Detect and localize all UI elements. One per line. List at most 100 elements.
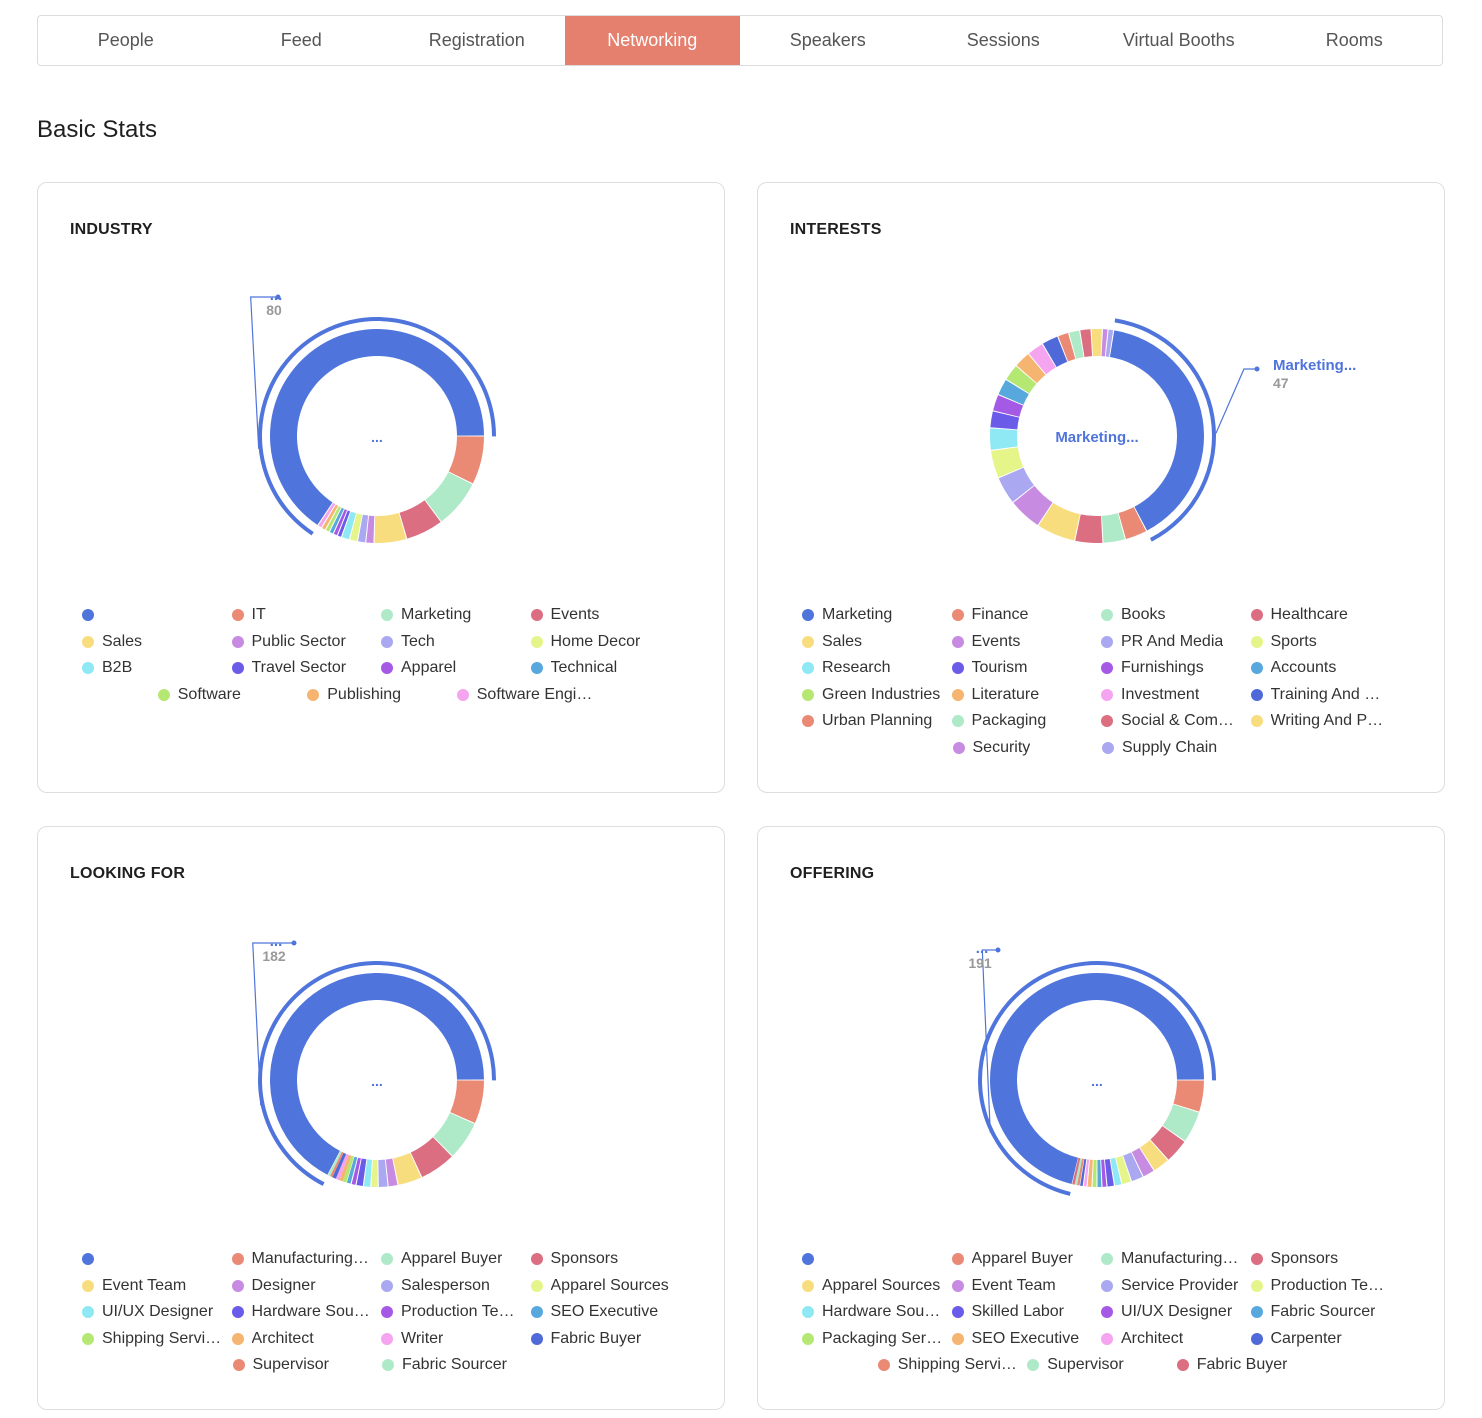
legend-item-fabric-sourcer[interactable]: Fabric Sourcer — [382, 1356, 532, 1374]
slice-ui-ux-designer[interactable] — [1101, 1159, 1107, 1187]
legend-item-sports[interactable]: Sports — [1250, 633, 1401, 651]
tab-feed[interactable]: Feed — [280, 30, 322, 50]
slice-production-te[interactable] — [1115, 1155, 1131, 1184]
legend-item-literature[interactable]: Literature — [951, 686, 1102, 704]
slice-marketing[interactable] — [1109, 330, 1204, 531]
legend-item-training-and[interactable]: Training And … — [1250, 686, 1401, 704]
slice-b2b[interactable] — [342, 511, 356, 540]
legend-item-unnamed[interactable] — [82, 609, 232, 622]
legend-item-apparel-buyer[interactable]: Apparel Buyer — [951, 1250, 1102, 1268]
legend-item-fabric-buyer[interactable]: Fabric Buyer — [1176, 1356, 1327, 1374]
slice-packaging[interactable] — [1069, 330, 1084, 359]
slice-carpenter[interactable] — [1080, 1158, 1087, 1187]
slice-supply-chain[interactable] — [1105, 329, 1114, 357]
slice-public-sector[interactable] — [366, 515, 375, 543]
slice-fabric-buyer[interactable] — [1072, 1157, 1081, 1185]
legend-item-technical[interactable]: Technical — [530, 659, 681, 677]
slice-accounts[interactable] — [998, 379, 1029, 405]
slice-supervisor[interactable] — [1074, 1158, 1083, 1186]
tab-speakers[interactable]: Speakers — [789, 30, 866, 50]
slice-event-team[interactable] — [393, 1152, 422, 1185]
slice-shipping-servi[interactable] — [342, 1155, 355, 1183]
legend-item-green-industries[interactable]: Green Industries — [802, 686, 952, 704]
tab-networking[interactable]: Networking — [564, 16, 740, 65]
legend-item-pr-and-media[interactable]: PR And Media — [1101, 633, 1251, 651]
legend-item-sponsors[interactable]: Sponsors — [530, 1250, 681, 1268]
legend-item-furnishings[interactable]: Furnishings — [1101, 659, 1251, 677]
slice-sales[interactable] — [374, 512, 407, 543]
slice-software[interactable] — [325, 506, 341, 532]
legend-item-accounts[interactable]: Accounts — [1250, 659, 1401, 677]
slice-shipping-servi[interactable] — [1077, 1158, 1084, 1186]
slice-urban-planning[interactable] — [1058, 332, 1076, 362]
legend-item-architect[interactable]: Architect — [231, 1330, 382, 1348]
legend-item-tourism[interactable]: Tourism — [951, 659, 1102, 677]
slice-manufacturing[interactable] — [1162, 1104, 1199, 1141]
legend-item-marketing[interactable]: Marketing — [802, 606, 952, 624]
legend-item-apparel-sources[interactable]: Apparel Sources — [802, 1277, 952, 1295]
legend-item-software[interactable]: Software — [157, 686, 308, 704]
legend-item-writer[interactable]: Writer — [381, 1330, 531, 1348]
legend-item-writing-and-p[interactable]: Writing And P… — [1250, 712, 1401, 730]
legend-item-it[interactable]: IT — [231, 606, 382, 624]
slice-software-engi[interactable] — [318, 502, 336, 528]
slice-hardware-sou[interactable] — [356, 1158, 367, 1187]
slice-fabric-sourcer[interactable] — [327, 1151, 342, 1177]
slice-sponsors[interactable] — [410, 1137, 452, 1178]
slice-tech[interactable] — [358, 514, 369, 543]
slice-fabric-sourcer[interactable] — [1097, 1159, 1102, 1187]
slice-hardware-sou[interactable] — [1110, 1157, 1122, 1186]
slice-it[interactable] — [448, 436, 484, 484]
legend-item-packaging[interactable]: Packaging — [951, 712, 1102, 730]
legend-item-skilled-labor[interactable]: Skilled Labor — [951, 1303, 1102, 1321]
legend-item-packaging-ser[interactable]: Packaging Ser… — [802, 1330, 952, 1348]
legend-item-apparel-sources[interactable]: Apparel Sources — [530, 1277, 681, 1295]
legend-item-seo-executive[interactable]: SEO Executive — [951, 1330, 1102, 1348]
legend-item-security[interactable]: Security — [952, 739, 1103, 757]
legend-item-ui-ux-designer[interactable]: UI/UX Designer — [82, 1303, 232, 1321]
slice-finance[interactable] — [1118, 507, 1147, 540]
slice-publishing[interactable] — [322, 504, 339, 530]
slice-events[interactable] — [1013, 485, 1053, 526]
legend-item-hardware-sou[interactable]: Hardware Sou… — [802, 1303, 952, 1321]
legend-item-healthcare[interactable]: Healthcare — [1250, 606, 1401, 624]
slice-apparel-sources[interactable] — [1140, 1140, 1168, 1171]
tab-registration[interactable]: Registration — [428, 30, 525, 50]
legend-item-manufacturing[interactable]: Manufacturing… — [1101, 1250, 1251, 1268]
slice-travel-sector[interactable] — [337, 510, 351, 537]
legend-item-event-team[interactable]: Event Team — [82, 1277, 232, 1295]
slice-apparel-sources[interactable] — [371, 1159, 378, 1187]
legend-item-supervisor[interactable]: Supervisor — [1027, 1356, 1177, 1374]
slice-training-and[interactable] — [1042, 336, 1068, 367]
slice-ui-ux-designer[interactable] — [363, 1159, 372, 1187]
slice-research[interactable] — [990, 428, 1018, 450]
slice-investment[interactable] — [1028, 344, 1056, 375]
slice-apparel-buyer[interactable] — [1173, 1080, 1204, 1112]
legend-item-sales[interactable]: Sales — [82, 633, 232, 651]
legend-item-shipping-servi[interactable]: Shipping Servi… — [877, 1356, 1028, 1374]
legend-item-shipping-servi[interactable]: Shipping Servi… — [82, 1330, 232, 1348]
slice-service-provider[interactable] — [1123, 1152, 1143, 1182]
legend-item-supervisor[interactable]: Supervisor — [232, 1356, 383, 1374]
tab-sessions[interactable]: Sessions — [966, 30, 1040, 50]
legend-item-social-com[interactable]: Social & Com… — [1101, 712, 1251, 730]
slice-green-industries[interactable] — [1006, 366, 1037, 394]
legend-item-unnamed[interactable] — [802, 1253, 952, 1266]
legend-item-research[interactable]: Research — [802, 659, 952, 677]
slice-sports[interactable] — [991, 447, 1024, 478]
slice-apparel[interactable] — [333, 509, 348, 536]
legend-item-designer[interactable]: Designer — [231, 1277, 382, 1295]
slice-apparel-buyer[interactable] — [433, 1112, 475, 1156]
legend-item-supply-chain[interactable]: Supply Chain — [1102, 739, 1252, 757]
slice-books[interactable] — [1101, 513, 1125, 543]
slice-designer[interactable] — [385, 1158, 398, 1187]
legend-item-sponsors[interactable]: Sponsors — [1250, 1250, 1401, 1268]
legend-item-software-engi[interactable]: Software Engi… — [456, 686, 607, 704]
legend-item-production-te[interactable]: Production Te… — [381, 1303, 531, 1321]
legend-item-b2b[interactable]: B2B — [82, 659, 232, 677]
slice-literature[interactable] — [1016, 354, 1046, 384]
slice-production-te[interactable] — [351, 1157, 361, 1185]
slice-event-team[interactable] — [1131, 1147, 1154, 1177]
slice-supervisor[interactable] — [330, 1151, 344, 1178]
slice-packaging-ser[interactable] — [1092, 1159, 1097, 1187]
